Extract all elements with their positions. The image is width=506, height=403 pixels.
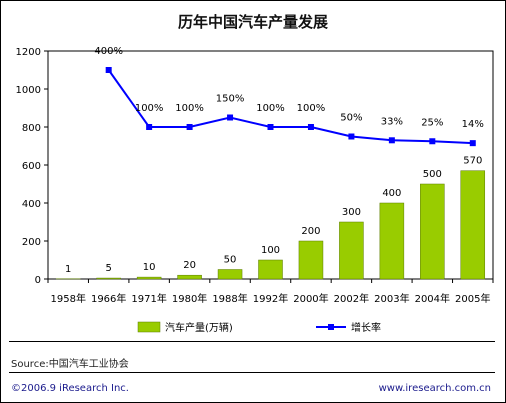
growth-rate-marker xyxy=(146,124,153,130)
legend-line-marker xyxy=(328,324,334,330)
growth-rate-marker xyxy=(227,114,234,121)
growth-rate-marker xyxy=(186,124,193,130)
bar xyxy=(379,202,405,280)
bar-value-label: 5 xyxy=(105,263,111,274)
growth-rate-label: 100% xyxy=(297,103,326,114)
legend-bar-swatch xyxy=(137,321,161,333)
growth-rate-marker xyxy=(267,124,274,130)
bar xyxy=(177,274,202,280)
x-tick-label: 2000年 xyxy=(293,292,328,305)
growth-rate-marker xyxy=(348,133,355,140)
x-tick-label: 1966年 xyxy=(91,292,126,305)
bar xyxy=(136,276,162,280)
x-tick-label: 1992年 xyxy=(253,292,288,305)
growth-rate-label: 100% xyxy=(135,103,164,114)
x-tick-label: 1958年 xyxy=(51,292,86,305)
divider-bottom xyxy=(9,372,495,373)
x-tick-label: 1988年 xyxy=(212,292,247,305)
x-tick-label: 2002年 xyxy=(334,292,369,305)
growth-rate-label: 33% xyxy=(381,116,403,127)
y-tick-label: 1200 xyxy=(16,47,41,58)
y-tick-label: 800 xyxy=(22,123,41,134)
growth-rate-label: 100% xyxy=(256,103,285,114)
bar xyxy=(460,170,486,280)
bar-value-label: 400 xyxy=(382,188,401,199)
growth-rate-label: 14% xyxy=(462,119,484,130)
bar xyxy=(96,277,121,280)
growth-rate-line xyxy=(107,69,473,145)
x-tick-label: 1971年 xyxy=(131,292,166,305)
y-tick-label: 600 xyxy=(22,161,41,172)
bar-value-label: 50 xyxy=(224,255,237,266)
legend-line-label: 增长率 xyxy=(351,321,381,334)
copyright-text: ©2006.9 iResearch Inc. xyxy=(11,383,129,394)
bar xyxy=(339,221,364,280)
x-tick-label: 1980年 xyxy=(172,292,207,305)
bar xyxy=(420,183,445,280)
bar xyxy=(258,259,283,280)
bar-value-label: 200 xyxy=(301,226,320,237)
y-tick-label: 0 xyxy=(35,275,41,286)
growth-rate-label: 25% xyxy=(421,117,443,128)
growth-rate-label: 50% xyxy=(340,113,362,124)
bar xyxy=(298,240,324,280)
y-tick-label: 400 xyxy=(22,199,41,210)
bar xyxy=(217,269,243,280)
growth-rate-marker xyxy=(105,67,112,73)
x-tick-label: 2004年 xyxy=(415,292,450,305)
x-tick-label: 2005年 xyxy=(455,292,490,305)
divider-top xyxy=(9,341,495,342)
y-tick-label: 1000 xyxy=(16,85,41,96)
legend-bar-label: 汽车产量(万辆) xyxy=(165,321,233,334)
growth-rate-label: 100% xyxy=(175,103,204,114)
bar-value-label: 20 xyxy=(183,260,196,271)
growth-rate-label: 150% xyxy=(216,94,245,105)
x-tick-label: 2003年 xyxy=(374,292,409,305)
chart-title: 历年中国汽车产量发展 xyxy=(177,13,328,31)
bar-value-label: 100 xyxy=(261,245,280,256)
bar-value-label: 1 xyxy=(65,264,71,275)
growth-rate-marker xyxy=(469,140,476,147)
growth-rate-label: 400% xyxy=(94,46,123,57)
bar-value-label: 500 xyxy=(423,169,442,180)
growth-rate-marker xyxy=(307,124,314,130)
y-tick-label: 200 xyxy=(22,237,41,248)
source-note: Source:中国汽车工业协会 xyxy=(11,359,129,370)
bar-value-label: 300 xyxy=(342,207,361,218)
growth-rate-marker xyxy=(388,137,395,144)
bar-value-label: 570 xyxy=(463,156,482,167)
growth-rate-marker xyxy=(429,138,436,145)
website-link[interactable]: www.iresearch.com.cn xyxy=(378,383,491,394)
bar-value-label: 10 xyxy=(143,262,156,273)
